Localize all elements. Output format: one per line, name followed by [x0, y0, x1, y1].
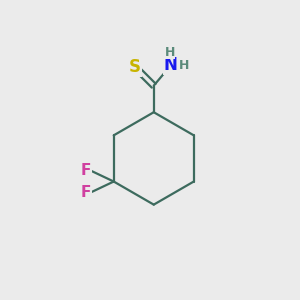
Text: N: N: [164, 56, 178, 74]
Text: S: S: [129, 58, 141, 76]
Text: F: F: [81, 163, 91, 178]
Text: F: F: [81, 185, 91, 200]
Text: H: H: [164, 46, 175, 59]
Text: H: H: [179, 59, 189, 72]
